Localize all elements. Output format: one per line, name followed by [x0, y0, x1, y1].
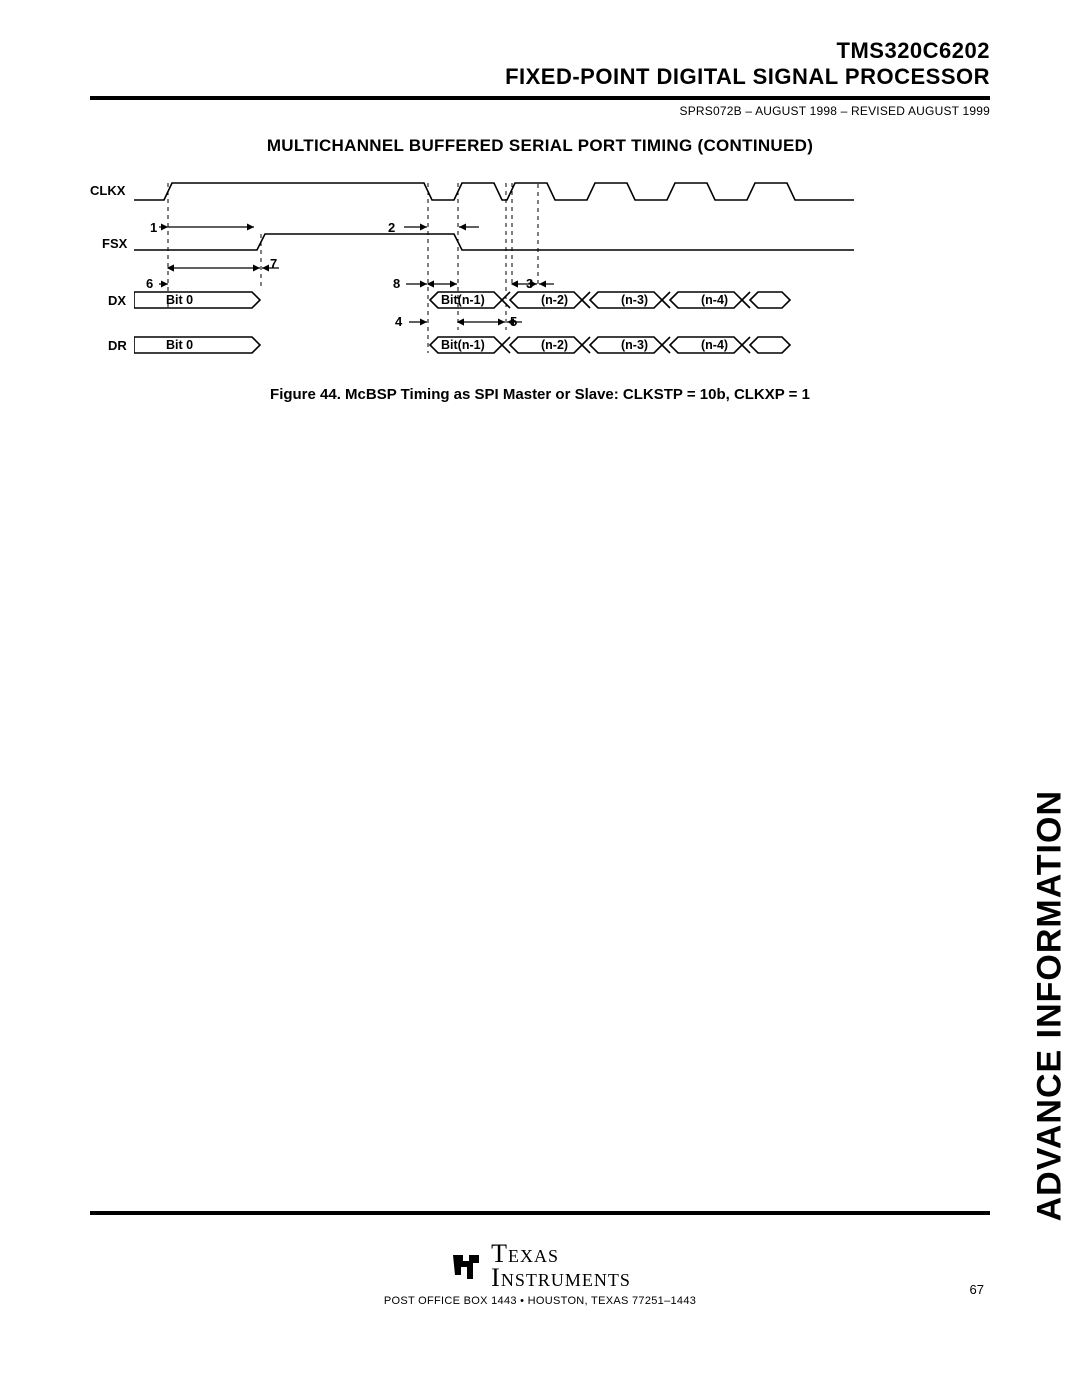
timing-svg	[134, 180, 864, 365]
footer-address: POST OFFICE BOX 1443 • HOUSTON, TEXAS 77…	[0, 1295, 1080, 1307]
ti-logo: Texas Instruments	[449, 1242, 631, 1291]
page-number: 67	[970, 1282, 984, 1297]
label-dr: DR	[108, 338, 127, 353]
top-rule	[90, 96, 990, 100]
figure-caption: Figure 44. McBSP Timing as SPI Master or…	[90, 386, 990, 403]
ti-logo-icon	[449, 1249, 483, 1283]
page-container: TMS320C6202 FIXED-POINT DIGITAL SIGNAL P…	[0, 0, 1080, 1397]
footer-logo-block: Texas Instruments POST OFFICE BOX 1443 •…	[0, 1242, 1080, 1307]
label-clkx: CLKX	[90, 183, 125, 198]
timing-diagram: CLKX FSX DX DR 1 2 7 6 8 3 4 5 Bit 0 Bit…	[90, 180, 990, 380]
label-fsx: FSX	[102, 236, 127, 251]
header-title-1: TMS320C6202	[90, 38, 990, 64]
section-title: MULTICHANNEL BUFFERED SERIAL PORT TIMING…	[90, 136, 990, 156]
logo-instruments: Instruments	[491, 1266, 631, 1291]
label-dx: DX	[108, 293, 126, 308]
doc-id: SPRS072B – AUGUST 1998 – REVISED AUGUST …	[90, 104, 990, 118]
bottom-rule	[90, 1211, 990, 1215]
side-watermark: ADVANCE INFORMATION	[1030, 790, 1069, 1221]
header-block: TMS320C6202 FIXED-POINT DIGITAL SIGNAL P…	[90, 38, 990, 90]
header-title-2: FIXED-POINT DIGITAL SIGNAL PROCESSOR	[90, 64, 990, 90]
